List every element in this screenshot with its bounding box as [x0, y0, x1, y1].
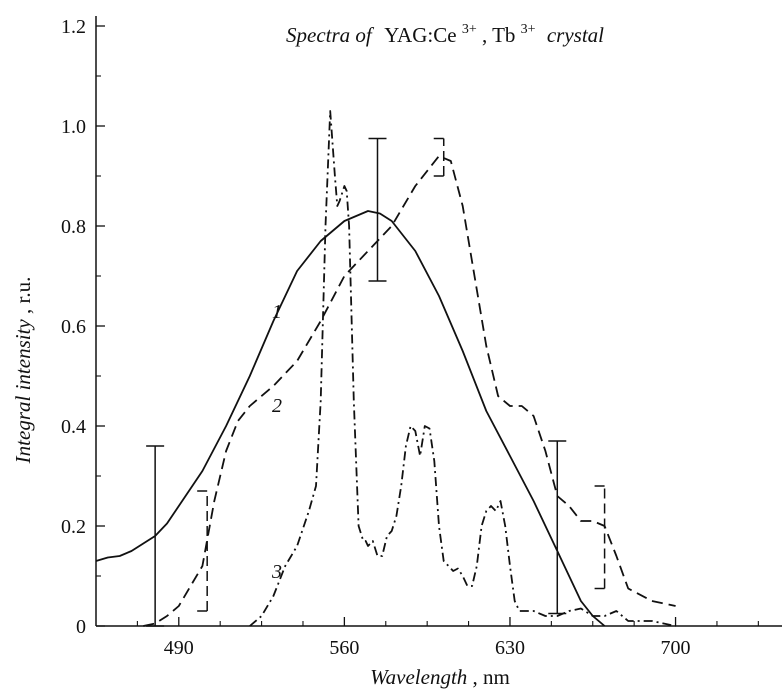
title-formula-1-sup: 3+: [462, 22, 477, 37]
y-tick-label: 0: [76, 616, 86, 638]
curve-label-2: 2: [272, 395, 282, 417]
curve-label-1: 1: [272, 301, 282, 323]
y-axis-label-unit: , r.u.: [11, 277, 35, 314]
curve-label-3: 3: [271, 561, 282, 583]
title-formula-2-sup: 3+: [521, 22, 536, 37]
x-tick-label: 700: [661, 637, 691, 659]
series-1-line: [95, 210, 606, 627]
title-suffix: crystal: [547, 23, 604, 47]
y-axis-label: Integral intensity , r.u.: [11, 277, 35, 465]
series-2-line: [143, 155, 676, 627]
y-axis-label-main: Integral intensity: [11, 319, 35, 465]
ticks: 0 0.2 0.4 0.6 0.8 1.0 1.2 490 560 630 700: [61, 16, 759, 659]
title-formula-1: YAG:Ce: [384, 23, 456, 47]
axes: [95, 16, 782, 627]
y-tick-label: 0.4: [61, 416, 86, 438]
series-layer: [95, 110, 676, 627]
y-tick-label: 0.6: [61, 316, 86, 338]
y-tick-label: 1.2: [61, 16, 86, 38]
y-tick-label: 0.8: [61, 216, 86, 238]
title-italic-part: Spectra of: [286, 23, 375, 47]
chart-title: Spectra of YAG:Ce 3+ , Tb 3+ crystal: [286, 14, 604, 47]
x-tick-label: 630: [495, 637, 525, 659]
x-tick-label: 560: [329, 637, 359, 659]
errorbar-layer: [146, 137, 606, 627]
x-axis-label-unit: , nm: [473, 665, 510, 689]
y-tick-label: 0.2: [61, 516, 86, 538]
x-axis-label: Wavelength , nm: [370, 665, 510, 689]
series-3-line: [249, 110, 676, 627]
x-axis-label-main: Wavelength: [370, 665, 467, 689]
y-tick-label: 1.0: [61, 116, 86, 138]
title-formula-2: , Tb: [482, 23, 515, 47]
x-tick-label: 490: [164, 637, 194, 659]
